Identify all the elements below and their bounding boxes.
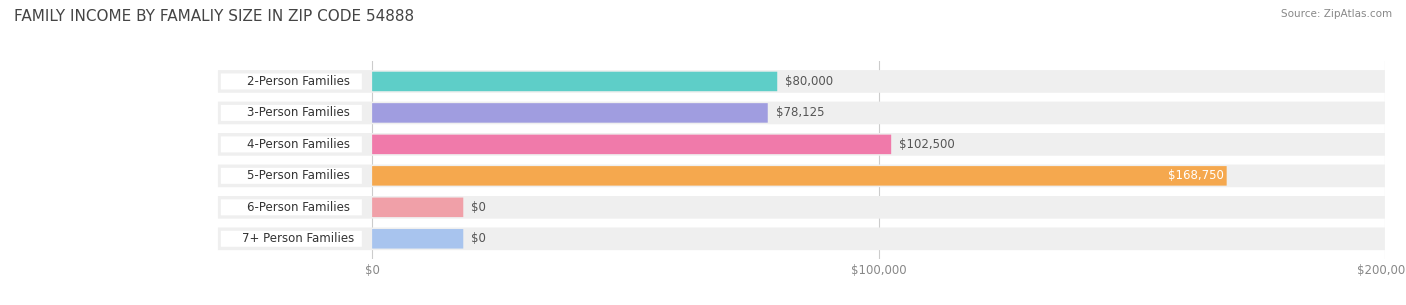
FancyBboxPatch shape [221, 231, 361, 247]
FancyBboxPatch shape [373, 103, 768, 123]
Text: $0: $0 [471, 232, 486, 245]
Text: 5-Person Families: 5-Person Families [247, 169, 350, 182]
Text: $168,750: $168,750 [1168, 169, 1223, 182]
FancyBboxPatch shape [221, 74, 361, 89]
FancyBboxPatch shape [373, 229, 463, 249]
FancyBboxPatch shape [218, 196, 1385, 219]
FancyBboxPatch shape [218, 228, 1385, 250]
Text: Source: ZipAtlas.com: Source: ZipAtlas.com [1281, 9, 1392, 19]
FancyBboxPatch shape [218, 133, 1385, 156]
FancyBboxPatch shape [373, 198, 463, 217]
Text: 4-Person Families: 4-Person Families [247, 138, 350, 151]
Text: 6-Person Families: 6-Person Families [247, 201, 350, 214]
Text: 3-Person Families: 3-Person Families [247, 106, 350, 120]
FancyBboxPatch shape [221, 199, 361, 215]
FancyBboxPatch shape [373, 166, 1226, 186]
Text: 7+ Person Families: 7+ Person Families [242, 232, 354, 245]
Text: 2-Person Families: 2-Person Families [247, 75, 350, 88]
FancyBboxPatch shape [373, 135, 891, 154]
FancyBboxPatch shape [221, 105, 361, 121]
Text: $0: $0 [471, 201, 486, 214]
Text: FAMILY INCOME BY FAMALIY SIZE IN ZIP CODE 54888: FAMILY INCOME BY FAMALIY SIZE IN ZIP COD… [14, 9, 415, 24]
FancyBboxPatch shape [218, 102, 1385, 124]
FancyBboxPatch shape [218, 164, 1385, 187]
Text: $102,500: $102,500 [900, 138, 955, 151]
Text: $78,125: $78,125 [776, 106, 824, 120]
Text: $80,000: $80,000 [786, 75, 834, 88]
FancyBboxPatch shape [221, 168, 361, 184]
FancyBboxPatch shape [373, 72, 778, 91]
FancyBboxPatch shape [221, 136, 361, 152]
FancyBboxPatch shape [218, 70, 1385, 93]
